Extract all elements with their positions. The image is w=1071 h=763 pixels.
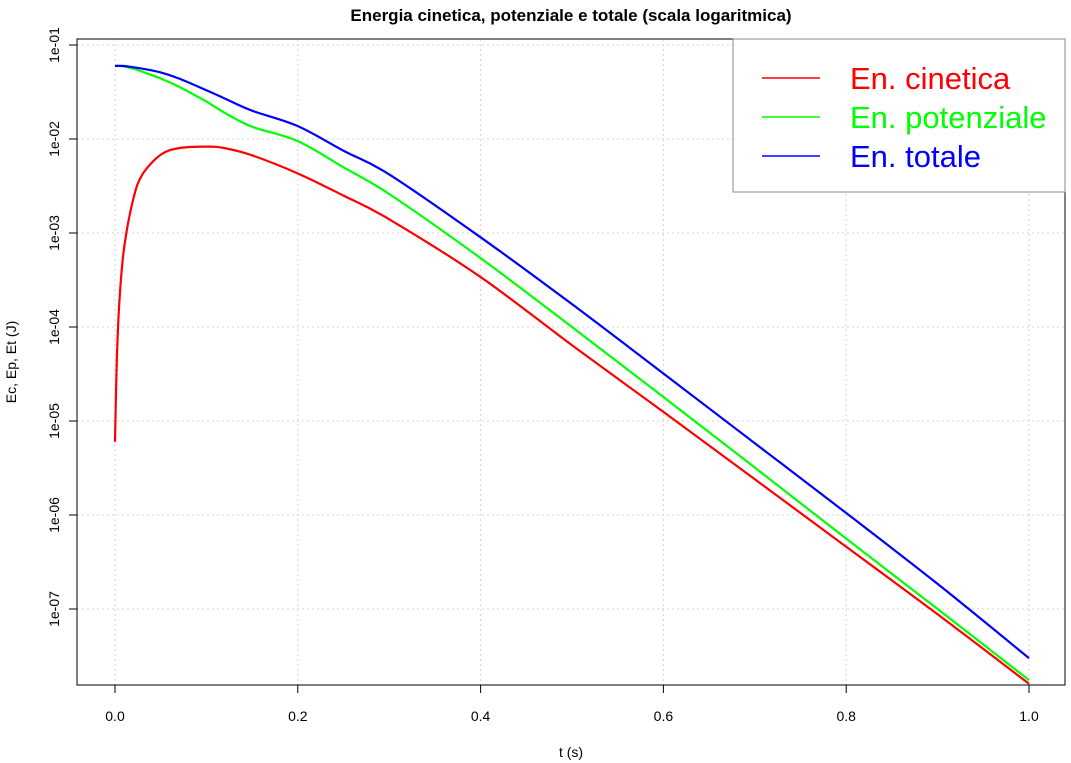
chart-title: Energia cinetica, potenziale e totale (s…	[350, 6, 791, 25]
y-tick-label: 1e-07	[46, 591, 62, 627]
x-tick-label: 0.2	[288, 708, 308, 724]
y-tick-label: 1e-05	[46, 403, 62, 439]
legend: En. cinetica En. potenziale En. totale	[732, 38, 1066, 193]
x-tick-label: 0.0	[105, 708, 125, 724]
y-tick-label: 1e-02	[46, 121, 62, 157]
x-tick-label: 0.8	[836, 708, 856, 724]
x-axis: 0.0 0.2 0.4 0.6 0.8 1.0	[105, 684, 1039, 724]
series-line-1	[113, 145, 1030, 685]
legend-label-3: En. totale	[850, 139, 981, 174]
x-axis-label: t (s)	[559, 744, 583, 760]
y-tick-label: 1e-04	[46, 309, 62, 345]
y-axis: 1e-07 1e-06 1e-05 1e-04 1e-03 1e-02 1e-01	[46, 27, 78, 627]
legend-label-1: En. cinetica	[850, 61, 1011, 96]
x-tick-label: 0.4	[471, 708, 491, 724]
series-layer	[113, 64, 1030, 685]
series-line-2	[114, 64, 1030, 682]
legend-box	[732, 38, 1066, 193]
y-axis-label: Ec, Ep, Et (J)	[3, 321, 19, 403]
x-tick-label: 0.6	[654, 708, 674, 724]
y-tick-label: 1e-03	[46, 215, 62, 251]
series-line-3	[115, 64, 1030, 660]
legend-label-2: En. potenziale	[850, 100, 1046, 135]
x-tick-label: 1.0	[1019, 708, 1039, 724]
y-tick-label: 1e-06	[46, 497, 62, 533]
y-tick-label: 1e-01	[46, 27, 62, 63]
